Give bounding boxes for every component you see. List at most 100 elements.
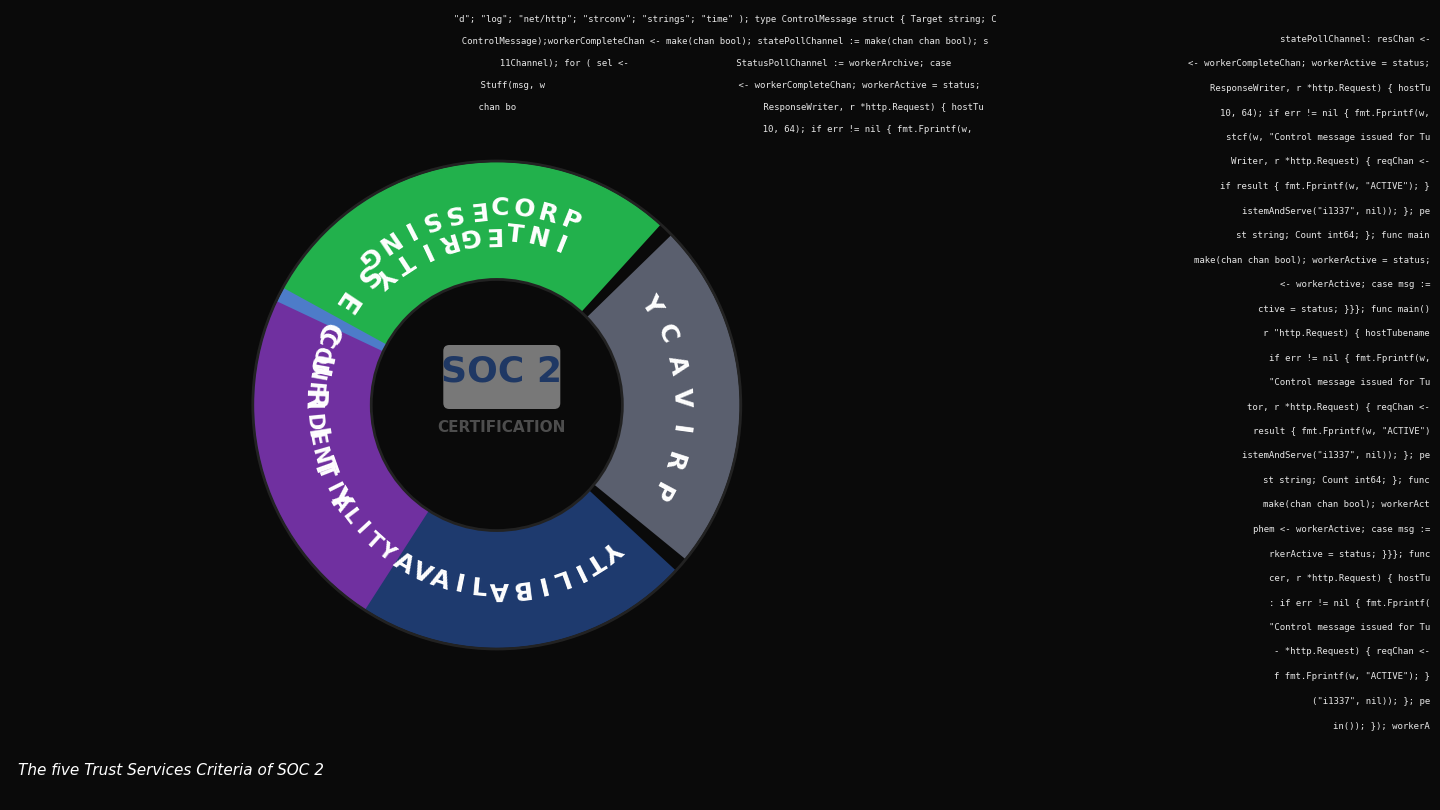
Text: The five Trust Services Criteria of SOC 2: The five Trust Services Criteria of SOC … bbox=[17, 763, 324, 778]
Text: I: I bbox=[667, 424, 693, 436]
Text: Y: Y bbox=[321, 483, 356, 514]
Text: P: P bbox=[557, 207, 583, 237]
Text: result { fmt.Fprintf(w, "ACTIVE"): result { fmt.Fprintf(w, "ACTIVE") bbox=[1253, 427, 1430, 436]
Text: F: F bbox=[302, 381, 324, 397]
Text: T: T bbox=[361, 529, 384, 553]
Text: Y: Y bbox=[374, 539, 397, 565]
Wedge shape bbox=[586, 236, 740, 559]
Text: make(chan chan bool); workerActive = status;: make(chan chan bool); workerActive = sta… bbox=[1194, 255, 1430, 265]
Text: Stuff(msg, w                                    <- workerCompleteChan; workerAct: Stuff(msg, w <- workerCompleteChan; work… bbox=[459, 81, 981, 90]
Text: I: I bbox=[533, 572, 547, 597]
Text: C: C bbox=[311, 318, 344, 347]
Text: I: I bbox=[300, 427, 330, 441]
Text: B: B bbox=[508, 575, 530, 601]
Text: f fmt.Fprintf(w, "ACTIVE"); }: f fmt.Fprintf(w, "ACTIVE"); } bbox=[1274, 672, 1430, 681]
Text: 10, 64); if err != nil { fmt.Fprintf(w,: 10, 64); if err != nil { fmt.Fprintf(w, bbox=[468, 125, 972, 134]
Text: ctive = status; }}}; func main(): ctive = status; }}}; func main() bbox=[1259, 305, 1430, 313]
Text: N: N bbox=[308, 445, 331, 467]
Text: if err != nil { fmt.Fprintf(w,: if err != nil { fmt.Fprintf(w, bbox=[1269, 353, 1430, 363]
Text: R: R bbox=[298, 389, 327, 411]
Text: O: O bbox=[513, 196, 537, 223]
Wedge shape bbox=[253, 192, 436, 583]
Text: - *http.Request) { reqChan <-: - *http.Request) { reqChan <- bbox=[1274, 647, 1430, 656]
Text: A: A bbox=[389, 549, 418, 579]
Text: T: T bbox=[312, 462, 337, 482]
Text: E: E bbox=[305, 430, 327, 448]
Text: st string; Count int64; }; func main: st string; Count int64; }; func main bbox=[1237, 231, 1430, 240]
Text: N: N bbox=[304, 361, 327, 382]
Text: "Control message issued for Tu: "Control message issued for Tu bbox=[1269, 378, 1430, 387]
Text: C: C bbox=[652, 320, 681, 347]
Text: if result { fmt.Fprintf(w, "ACTIVE"); }: if result { fmt.Fprintf(w, "ACTIVE"); } bbox=[1220, 182, 1430, 191]
Text: V: V bbox=[668, 386, 693, 407]
Text: ("i1337", nil)); }; pe: ("i1337", nil)); }; pe bbox=[1312, 697, 1430, 706]
Text: st string; Count int64; }; func: st string; Count int64; }; func bbox=[1263, 476, 1430, 485]
Text: statePollChannel: resChan <-: statePollChannel: resChan <- bbox=[1280, 35, 1430, 44]
Text: A: A bbox=[428, 566, 454, 595]
Text: S: S bbox=[348, 259, 382, 293]
Text: <- workerActive; case msg :=: <- workerActive; case msg := bbox=[1280, 280, 1430, 289]
Text: phem <- workerActive; case msg :=: phem <- workerActive; case msg := bbox=[1253, 525, 1430, 534]
Text: S: S bbox=[416, 205, 442, 234]
Text: <- workerCompleteChan; workerActive = status;: <- workerCompleteChan; workerActive = st… bbox=[1188, 59, 1430, 69]
Text: G: G bbox=[456, 223, 481, 249]
Text: R: R bbox=[433, 228, 458, 256]
Text: E: E bbox=[327, 287, 360, 318]
Text: R: R bbox=[536, 200, 560, 228]
Text: A: A bbox=[662, 352, 690, 377]
Text: I: I bbox=[351, 520, 370, 539]
Text: I: I bbox=[552, 233, 570, 259]
Text: T: T bbox=[390, 247, 416, 276]
Text: L: L bbox=[471, 576, 488, 601]
Text: O: O bbox=[307, 344, 331, 366]
Wedge shape bbox=[253, 301, 429, 609]
Text: L: L bbox=[338, 505, 361, 527]
Text: "d"; "log"; "net/http"; "strconv"; "strings"; "time" ); type ControlMessage stru: "d"; "log"; "net/http"; "strconv"; "stri… bbox=[444, 15, 996, 24]
Text: "Control message issued for Tu: "Control message issued for Tu bbox=[1269, 623, 1430, 632]
Wedge shape bbox=[343, 490, 675, 648]
Text: I: I bbox=[452, 573, 467, 599]
Text: E: E bbox=[482, 222, 501, 246]
Text: 10, 64); if err != nil { fmt.Fprintf(w,: 10, 64); if err != nil { fmt.Fprintf(w, bbox=[1220, 109, 1430, 117]
Text: Y: Y bbox=[596, 535, 625, 565]
Text: N: N bbox=[526, 224, 552, 253]
Text: G: G bbox=[351, 241, 383, 272]
Text: I: I bbox=[321, 480, 343, 495]
Text: I: I bbox=[302, 402, 323, 409]
Text: rkerActive = status; }}}; func: rkerActive = status; }}}; func bbox=[1269, 549, 1430, 559]
Text: C: C bbox=[312, 328, 337, 350]
Text: ControlMessage);workerCompleteChan <- make(chan bool); statePollChannel := make(: ControlMessage);workerCompleteChan <- ma… bbox=[451, 37, 989, 46]
Text: T: T bbox=[505, 222, 526, 248]
Text: D: D bbox=[302, 413, 324, 432]
FancyBboxPatch shape bbox=[444, 345, 560, 409]
Text: CERTIFICATION: CERTIFICATION bbox=[438, 420, 566, 434]
Text: r "http.Request) { hostTubename: r "http.Request) { hostTubename bbox=[1263, 329, 1430, 338]
Text: T: T bbox=[582, 547, 608, 576]
Text: R: R bbox=[658, 449, 687, 475]
Text: T: T bbox=[307, 454, 340, 481]
Wedge shape bbox=[284, 162, 660, 344]
Text: V: V bbox=[408, 558, 435, 588]
Text: in()); }); workerA: in()); }); workerA bbox=[1333, 721, 1430, 730]
Text: chan bo                                              ResponseWriter, r *http.Req: chan bo ResponseWriter, r *http.Req bbox=[456, 103, 984, 112]
Text: I: I bbox=[567, 558, 586, 584]
Text: make(chan chan bool); workerAct: make(chan chan bool); workerAct bbox=[1263, 501, 1430, 509]
Text: A: A bbox=[490, 577, 510, 601]
Text: istemAndServe("i1337", nil)); }; pe: istemAndServe("i1337", nil)); }; pe bbox=[1241, 207, 1430, 215]
Text: ResponseWriter, r *http.Request) { hostTu: ResponseWriter, r *http.Request) { hostT… bbox=[1210, 84, 1430, 93]
Text: tor, r *http.Request) { reqChan <-: tor, r *http.Request) { reqChan <- bbox=[1247, 403, 1430, 411]
Text: C: C bbox=[491, 195, 510, 220]
Text: cer, r *http.Request) { hostTu: cer, r *http.Request) { hostTu bbox=[1269, 574, 1430, 583]
Text: istemAndServe("i1337", nil)); }; pe: istemAndServe("i1337", nil)); }; pe bbox=[1241, 451, 1430, 461]
Text: 11Channel); for ( sel <-                    StatusPollChannel := workerArchive; : 11Channel); for ( sel <- StatusPollChann… bbox=[488, 59, 952, 68]
Text: S: S bbox=[441, 199, 464, 227]
Text: : if err != nil { fmt.Fprintf(: : if err != nil { fmt.Fprintf( bbox=[1269, 599, 1430, 608]
Text: A: A bbox=[327, 490, 353, 514]
Text: stcf(w, "Control message issued for Tu: stcf(w, "Control message issued for Tu bbox=[1225, 133, 1430, 142]
Text: U: U bbox=[301, 352, 333, 380]
Text: I: I bbox=[397, 216, 416, 242]
Text: I: I bbox=[415, 237, 433, 263]
Text: Y: Y bbox=[636, 290, 667, 318]
Text: Writer, r *http.Request) { reqChan <-: Writer, r *http.Request) { reqChan <- bbox=[1231, 157, 1430, 167]
Text: E: E bbox=[467, 196, 485, 222]
